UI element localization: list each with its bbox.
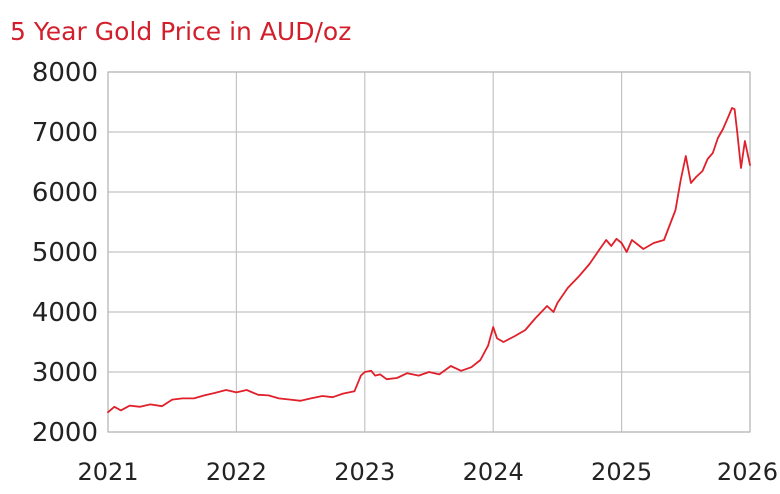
- y-tick-label: 4000: [32, 298, 98, 328]
- grid-layer: [107, 71, 751, 433]
- y-tick-label: 3000: [32, 358, 98, 388]
- x-tick-label: 2023: [334, 458, 395, 486]
- x-tick-label: 2022: [206, 458, 267, 486]
- y-tick-label: 5000: [32, 238, 98, 268]
- y-tick-label: 8000: [32, 58, 98, 88]
- x-tick-label: 2025: [591, 458, 652, 486]
- y-tick-label: 6000: [32, 178, 98, 208]
- x-tick-label: 2024: [463, 458, 524, 486]
- y-tick-label: 2000: [32, 418, 98, 448]
- y-axis-ticks: 2000 3000 4000 5000 6000 7000 8000: [32, 58, 98, 448]
- x-tick-label: 2021: [77, 458, 138, 486]
- price-line: [107, 107, 751, 414]
- y-tick-label: 7000: [32, 118, 98, 148]
- chart-title: 5 Year Gold Price in AUD/oz: [10, 17, 351, 46]
- plot-frame: [107, 71, 751, 433]
- x-axis-ticks: 2021 2022 2023 2024 2025 2026: [77, 458, 778, 486]
- x-tick-label: 2026: [717, 458, 778, 486]
